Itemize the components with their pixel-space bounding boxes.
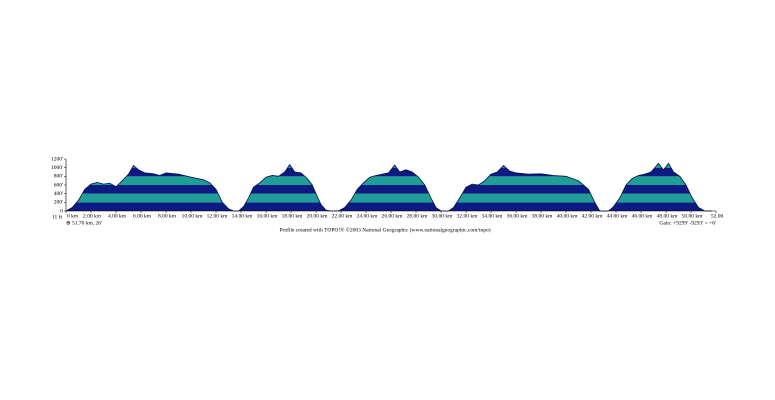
band (66, 167, 713, 177)
y-tick-label: 800' (54, 174, 63, 180)
x-tick-label: 18.00 km (282, 213, 304, 219)
x-tick-label: 36.00 km (507, 213, 529, 219)
y-tick-label: 0 (60, 208, 63, 214)
base-label: 11 ft (52, 213, 63, 220)
x-tick-label: 26.00 km (382, 213, 404, 219)
x-tick-label: 0 km (67, 213, 79, 219)
x-tick-label: 44.00 km (607, 213, 629, 219)
y-tick-label: 1200' (51, 156, 63, 162)
x-tick-label: 2.00 km (83, 213, 102, 219)
x-tick-label: 48.00 km (657, 213, 679, 219)
y-tick-label: 400' (54, 191, 63, 197)
band (66, 202, 713, 211)
bands (66, 163, 713, 211)
x-tick-label: 22.00 km (332, 213, 354, 219)
x-tick-label: 32.00 km (457, 213, 479, 219)
x-tick-label: 24.00 km (357, 213, 379, 219)
band (66, 163, 713, 168)
x-tick-label: 8.00 km (158, 213, 177, 219)
band (66, 193, 713, 203)
gain-label: Gain: +9299' -9293' = +6' (659, 220, 716, 226)
x-tick-label: 38.00 km (532, 213, 554, 219)
x-tick-label: 34.00 km (482, 213, 504, 219)
x-tick-label: 46.00 km (632, 213, 654, 219)
x-tick-label: 50.00 km (682, 213, 704, 219)
x-tick-label: 30.00 km (432, 213, 454, 219)
band (66, 185, 713, 194)
credit: Profile created with TOPO!® ©2003 Nation… (279, 226, 490, 233)
distance-label: ⊕ 51.70 km, 26' (66, 220, 102, 226)
x-tick-label: 28.00 km (407, 213, 429, 219)
x-tick-label: 20.00 km (307, 213, 329, 219)
x-tick-label: 16.00 km (257, 213, 279, 219)
y-tick-label: 600' (54, 182, 63, 188)
x-tick-label: 4.00 km (108, 213, 127, 219)
band (66, 176, 713, 185)
x-tick-label: 52.00 (711, 213, 724, 219)
x-tick-label: 6.00 km (133, 213, 152, 219)
x-tick-label: 12.00 km (207, 213, 229, 219)
y-tick-label: 200' (54, 200, 63, 206)
elevation-outline (65, 162, 713, 212)
x-tick-label: 40.00 km (557, 213, 579, 219)
x-tick-label: 42.00 km (582, 213, 604, 219)
x-tick-label: 14.00 km (232, 213, 254, 219)
y-tick-label: 1000' (51, 165, 63, 171)
x-tick-label: 10.00 km (182, 213, 204, 219)
